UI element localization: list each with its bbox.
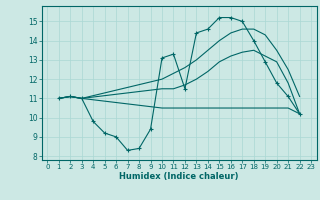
X-axis label: Humidex (Indice chaleur): Humidex (Indice chaleur): [119, 172, 239, 181]
